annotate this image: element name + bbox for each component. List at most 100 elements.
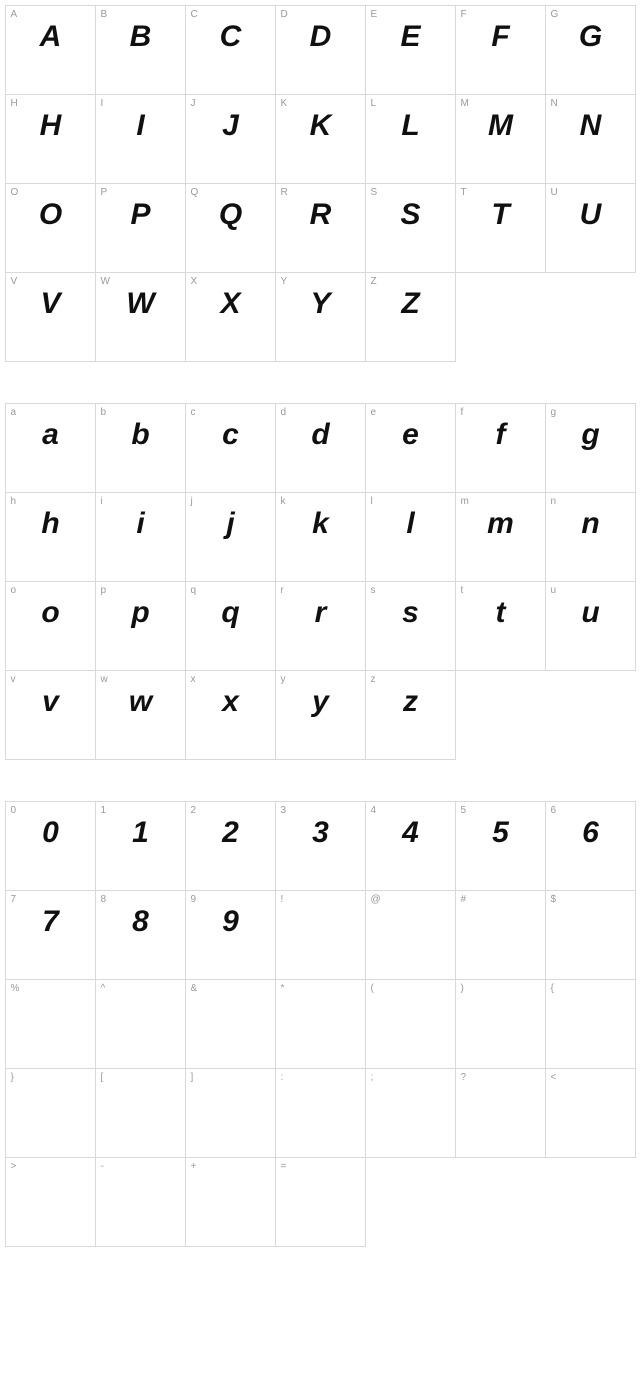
glyph-cell[interactable]: ff xyxy=(455,403,546,493)
glyph-cell[interactable]: @ xyxy=(365,890,456,980)
glyph-cell[interactable]: KK xyxy=(275,94,366,184)
glyph-cell[interactable]: : xyxy=(275,1068,366,1158)
glyph-cell[interactable]: 77 xyxy=(5,890,96,980)
key-label: f xyxy=(461,407,464,418)
glyph-cell[interactable]: ZZ xyxy=(365,272,456,362)
glyph-cell[interactable]: PP xyxy=(95,183,186,273)
glyph-cell[interactable]: % xyxy=(5,979,96,1069)
glyph-cell[interactable]: } xyxy=(5,1068,96,1158)
glyph-cell[interactable]: mm xyxy=(455,492,546,582)
glyph-cell[interactable]: kk xyxy=(275,492,366,582)
glyph-cell[interactable]: UU xyxy=(545,183,636,273)
glyph-cell[interactable]: ; xyxy=(365,1068,456,1158)
glyph-cell[interactable]: JJ xyxy=(185,94,276,184)
glyph-cell[interactable]: ) xyxy=(455,979,546,1069)
glyph-cell[interactable]: TT xyxy=(455,183,546,273)
glyph-cell[interactable]: ee xyxy=(365,403,456,493)
glyph-cell[interactable]: 00 xyxy=(5,801,96,891)
glyph-cell[interactable]: nn xyxy=(545,492,636,582)
glyph-cell[interactable]: 22 xyxy=(185,801,276,891)
glyph: d xyxy=(276,418,365,452)
glyph-cell[interactable]: bb xyxy=(95,403,186,493)
glyph-cell[interactable]: ll xyxy=(365,492,456,582)
glyph-cell[interactable]: = xyxy=(275,1157,366,1247)
glyph-cell[interactable]: HH xyxy=(5,94,96,184)
glyph-cell[interactable]: NN xyxy=(545,94,636,184)
key-label: 8 xyxy=(101,894,107,905)
glyph-cell[interactable]: + xyxy=(185,1157,276,1247)
glyph-cell[interactable]: QQ xyxy=(185,183,276,273)
key-label: M xyxy=(461,98,469,109)
glyph-cell[interactable]: hh xyxy=(5,492,96,582)
glyph-cell[interactable]: GG xyxy=(545,5,636,95)
glyph-cell[interactable]: yy xyxy=(275,670,366,760)
glyph-cell[interactable]: ? xyxy=(455,1068,546,1158)
glyph-cell[interactable]: 11 xyxy=(95,801,186,891)
glyph-cell[interactable]: xx xyxy=(185,670,276,760)
glyph-cell[interactable]: ! xyxy=(275,890,366,980)
glyph-cell[interactable]: YY xyxy=(275,272,366,362)
glyph-cell[interactable]: # xyxy=(455,890,546,980)
glyph-cell[interactable]: FF xyxy=(455,5,546,95)
glyph-cell[interactable]: [ xyxy=(95,1068,186,1158)
glyph-cell[interactable]: MM xyxy=(455,94,546,184)
glyph-cell[interactable]: rr xyxy=(275,581,366,671)
glyph-cell[interactable]: jj xyxy=(185,492,276,582)
glyph-cell[interactable]: oo xyxy=(5,581,96,671)
glyph-cell[interactable]: tt xyxy=(455,581,546,671)
glyph-cell[interactable]: uu xyxy=(545,581,636,671)
glyph-cell[interactable]: EE xyxy=(365,5,456,95)
glyph-cell[interactable]: ^ xyxy=(95,979,186,1069)
glyph-cell[interactable]: VV xyxy=(5,272,96,362)
glyph: Y xyxy=(276,287,365,321)
glyph-cell[interactable]: aa xyxy=(5,403,96,493)
glyph-cell[interactable]: > xyxy=(5,1157,96,1247)
glyph-cell[interactable]: DD xyxy=(275,5,366,95)
glyph: 0 xyxy=(6,816,95,850)
glyph-cell[interactable]: LL xyxy=(365,94,456,184)
glyph: k xyxy=(276,507,365,541)
glyph-cell[interactable]: BB xyxy=(95,5,186,95)
glyph-cell[interactable]: 88 xyxy=(95,890,186,980)
glyph-cell[interactable]: XX xyxy=(185,272,276,362)
key-label: t xyxy=(461,585,464,596)
glyph-cell[interactable]: cc xyxy=(185,403,276,493)
glyph-cell[interactable]: ii xyxy=(95,492,186,582)
glyph-cell[interactable]: ww xyxy=(95,670,186,760)
glyph-cell[interactable]: ] xyxy=(185,1068,276,1158)
glyph-cell[interactable]: qq xyxy=(185,581,276,671)
glyph-cell[interactable]: 99 xyxy=(185,890,276,980)
glyph-cell[interactable]: * xyxy=(275,979,366,1069)
glyph-cell[interactable]: dd xyxy=(275,403,366,493)
glyph-cell[interactable]: ss xyxy=(365,581,456,671)
glyph: P xyxy=(96,198,185,232)
glyph-cell[interactable]: - xyxy=(95,1157,186,1247)
glyph-cell[interactable]: & xyxy=(185,979,276,1069)
glyph-cell[interactable]: < xyxy=(545,1068,636,1158)
glyph-cell[interactable]: zz xyxy=(365,670,456,760)
glyph-cell[interactable]: II xyxy=(95,94,186,184)
glyph-cell[interactable]: CC xyxy=(185,5,276,95)
glyph-cell[interactable]: WW xyxy=(95,272,186,362)
key-label: 2 xyxy=(191,805,197,816)
glyph-cell[interactable]: SS xyxy=(365,183,456,273)
key-label: k xyxy=(281,496,286,507)
key-label: 1 xyxy=(101,805,107,816)
glyph-cell[interactable]: $ xyxy=(545,890,636,980)
glyph-cell[interactable]: 66 xyxy=(545,801,636,891)
glyph-cell[interactable]: { xyxy=(545,979,636,1069)
glyph-cell[interactable]: ( xyxy=(365,979,456,1069)
glyph-cell[interactable]: pp xyxy=(95,581,186,671)
glyph-cell[interactable]: OO xyxy=(5,183,96,273)
key-label: E xyxy=(371,9,378,20)
glyph-cell[interactable]: gg xyxy=(545,403,636,493)
glyph: S xyxy=(366,198,455,232)
glyph-cell[interactable]: 44 xyxy=(365,801,456,891)
glyph-cell[interactable]: 33 xyxy=(275,801,366,891)
character-map: AABBCCDDEEFFGGHHIIJJKKLLMMNNOOPPQQRRSSTT… xyxy=(5,5,635,1246)
glyph-cell[interactable]: 55 xyxy=(455,801,546,891)
glyph-cell[interactable]: AA xyxy=(5,5,96,95)
key-label: P xyxy=(101,187,108,198)
glyph-cell[interactable]: vv xyxy=(5,670,96,760)
glyph-cell[interactable]: RR xyxy=(275,183,366,273)
